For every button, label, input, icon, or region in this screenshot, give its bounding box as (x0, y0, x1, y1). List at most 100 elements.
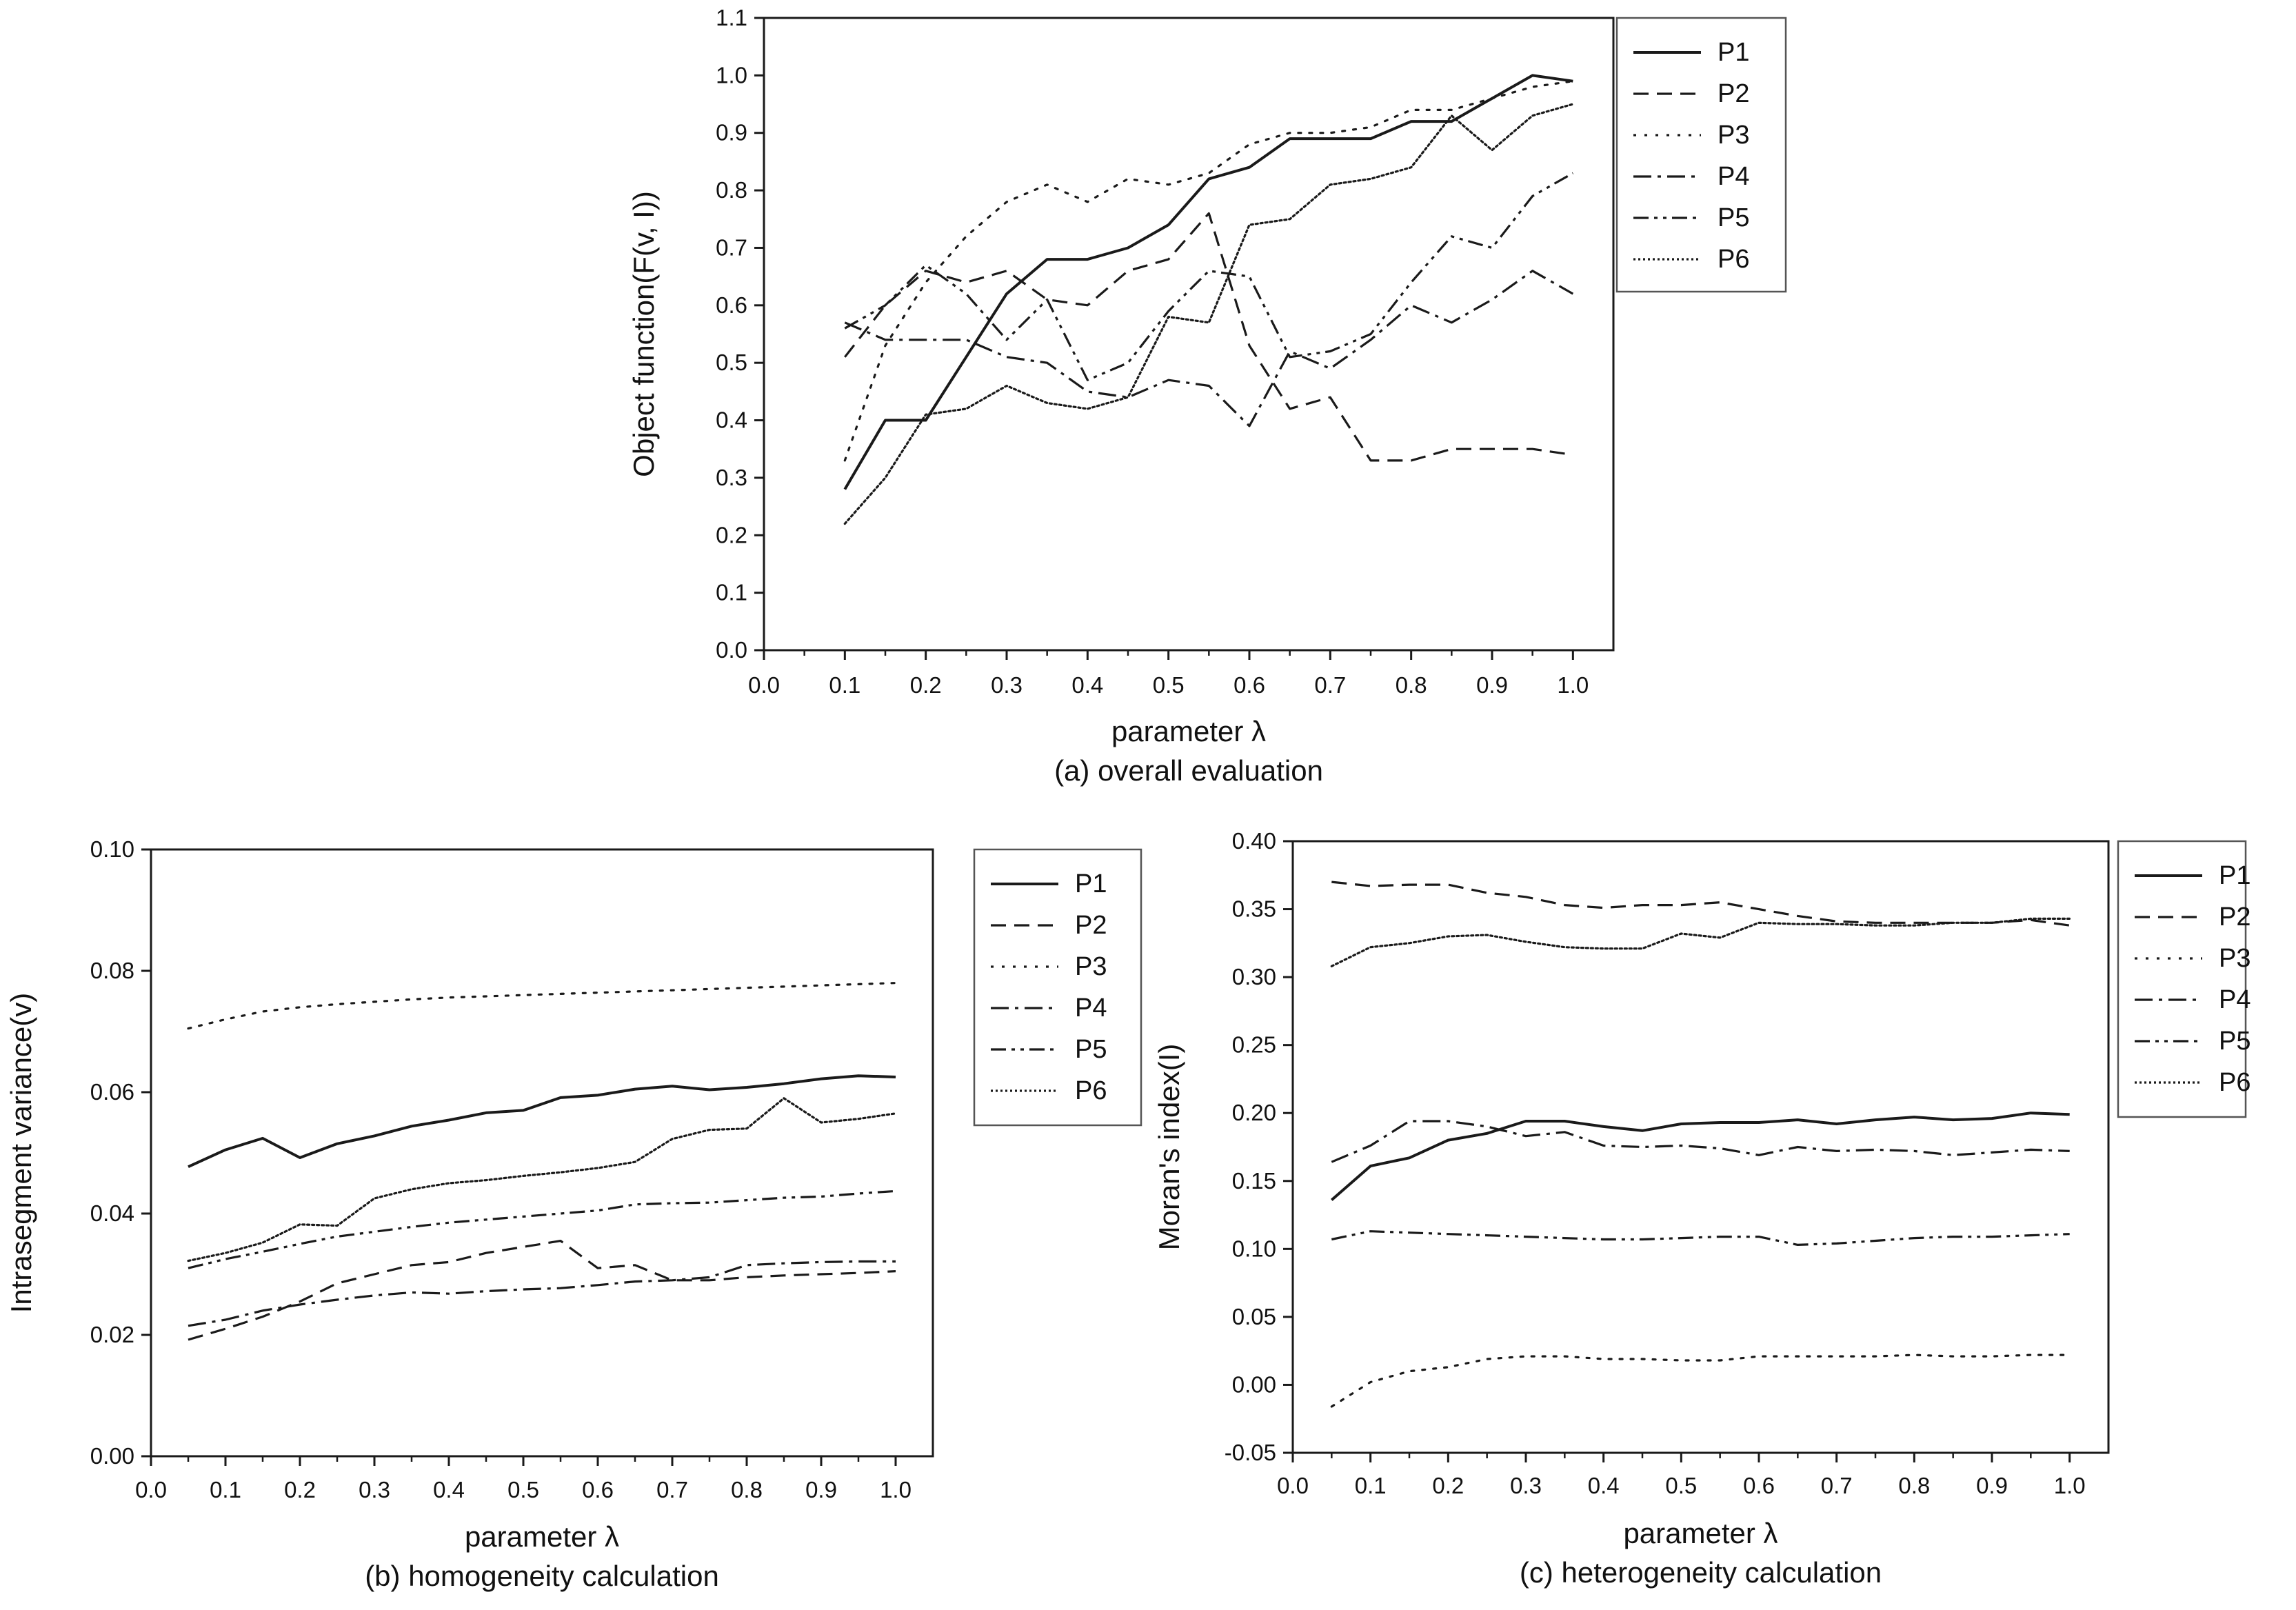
legend-box-c (2117, 840, 2247, 1118)
x-tick-label-a-7: 0.7 (1314, 672, 1346, 698)
legend-label-a-P6: P6 (1718, 245, 1749, 274)
x-tick-label-c-6: 0.6 (1743, 1473, 1775, 1498)
y-tick-label-a-6: 0.6 (716, 292, 747, 318)
series-line-a-P2 (844, 212, 1573, 462)
x-tick-label-a-0: 0.0 (748, 672, 780, 698)
legend-c: P1 P2 P3 P4 P5 P6 (2117, 840, 2250, 1118)
series-line-c-P3 (1330, 1354, 2071, 1408)
series-line-b-P4 (188, 1260, 896, 1327)
chart-panel-a: 0.0 0.1 0.2 0.3 0.4 0.5 0.6 0.7 0.8 0.9 1.0 0.0 0.1 0… (627, 5, 1787, 787)
legend-b: P1 P2 P3 P4 P5 P6 (973, 848, 1142, 1127)
y-tick-label-c-6: 0.25 (1232, 1032, 1276, 1058)
x-tick-label-a-5: 0.5 (1153, 672, 1185, 698)
x-tick-label-b-6: 0.6 (582, 1477, 614, 1502)
y-tick-label-c-7: 0.30 (1232, 964, 1276, 989)
x-tick-label-c-7: 0.7 (1821, 1473, 1853, 1498)
y-tick-label-a-7: 0.7 (716, 234, 747, 260)
chart-panel-b: 0.0 0.1 0.2 0.3 0.4 0.5 0.6 0.7 0.8 0.9 1.0 0.00 0.0… (5, 836, 1142, 1592)
x-tick-label-c-9: 0.9 (1976, 1473, 2008, 1498)
y-axis-label-b: Intrasegment variance(v) (5, 993, 37, 1314)
series-line-b-P2 (188, 1239, 896, 1341)
x-tick-label-a-8: 0.8 (1396, 672, 1427, 698)
series-line-b-P6 (187, 1097, 897, 1262)
series-line-c-P6 (1330, 917, 2071, 967)
x-tick-label-a-3: 0.3 (991, 672, 1023, 698)
plot-frame-c (1291, 840, 2110, 1454)
y-tick-label-a-5: 0.5 (716, 350, 747, 375)
x-tick-label-b-10: 1.0 (880, 1477, 912, 1502)
x-tick-label-b-3: 0.3 (359, 1477, 390, 1502)
y-tick-label-c-1: 0.00 (1232, 1371, 1276, 1397)
x-tick-label-a-9: 0.9 (1476, 672, 1508, 698)
y-tick-label-a-10: 1.0 (716, 62, 747, 88)
legend-label-c-P3: P3 (2219, 944, 2250, 973)
y-tick-label-b-1: 0.02 (90, 1322, 134, 1347)
x-tick-label-c-5: 0.5 (1665, 1473, 1697, 1498)
y-tick-label-b-3: 0.06 (90, 1079, 134, 1105)
y-tick-label-b-4: 0.08 (90, 958, 134, 983)
series-line-a-P6 (843, 103, 1574, 525)
series-line-a-P3 (843, 80, 1574, 462)
legend-label-a-P3: P3 (1718, 121, 1749, 150)
x-tick-label-c-4: 0.4 (1588, 1473, 1620, 1498)
y-tick-label-c-9: 0.40 (1232, 828, 1276, 854)
x-tick-label-b-9: 0.9 (805, 1477, 837, 1502)
legend-label-c-P4: P4 (2219, 985, 2250, 1014)
y-tick-label-a-11: 1.1 (716, 5, 747, 30)
y-tick-label-c-3: 0.10 (1232, 1236, 1276, 1261)
y-tick-label-a-3: 0.3 (716, 465, 747, 490)
x-tick-label-c-10: 1.0 (2054, 1473, 2086, 1498)
legend-label-c-P2: P2 (2219, 903, 2250, 932)
legend-label-a-P2: P2 (1718, 79, 1749, 108)
x-tick-label-b-0: 0.0 (135, 1477, 167, 1502)
legend-label-b-P3: P3 (1075, 952, 1107, 981)
y-tick-label-b-5: 0.10 (90, 836, 134, 862)
legend-box-a (1615, 17, 1787, 293)
panel-caption-c: (c) heterogeneity calculation (1520, 1556, 1882, 1589)
x-tick-label-b-2: 0.2 (284, 1477, 316, 1502)
y-tick-label-a-4: 0.4 (716, 407, 747, 433)
y-tick-label-a-0: 0.0 (716, 637, 747, 663)
legend-label-a-P5: P5 (1718, 203, 1749, 232)
series-line-a-P5 (844, 172, 1574, 381)
x-tick-label-c-1: 0.1 (1355, 1473, 1387, 1498)
x-tick-label-a-10: 1.0 (1557, 672, 1589, 698)
legend-label-b-P1: P1 (1075, 869, 1107, 898)
legend-box-b (973, 848, 1142, 1127)
x-tick-label-a-1: 0.1 (829, 672, 860, 698)
y-axis-label-c: Moran's index(I) (1153, 1044, 1185, 1251)
series-line-a-P4 (844, 270, 1574, 427)
series-line-c-P1 (1330, 1111, 2070, 1201)
series-line-c-P5 (1331, 1230, 2070, 1247)
y-tick-label-c-4: 0.15 (1232, 1168, 1276, 1194)
series-line-c-P2 (1331, 881, 2070, 927)
x-axis-label-a: parameter λ (1111, 715, 1266, 747)
y-tick-label-a-8: 0.8 (716, 177, 747, 203)
x-axis-label-b: parameter λ (465, 1520, 619, 1553)
y-tick-label-c-5: 0.20 (1232, 1100, 1276, 1125)
legend-label-c-P6: P6 (2219, 1068, 2250, 1097)
y-tick-label-a-2: 0.2 (716, 522, 747, 547)
legend-label-b-P4: P4 (1075, 994, 1107, 1023)
legend-label-c-P1: P1 (2219, 861, 2250, 890)
x-tick-label-a-4: 0.4 (1071, 672, 1103, 698)
legend-label-c-P5: P5 (2219, 1027, 2250, 1056)
plot-frame-b (150, 848, 934, 1458)
x-tick-label-c-0: 0.0 (1277, 1473, 1309, 1498)
y-tick-label-c-2: 0.05 (1232, 1304, 1276, 1329)
plot-frame-a (763, 17, 1615, 652)
x-tick-label-c-2: 0.2 (1432, 1473, 1464, 1498)
series-line-b-P5 (188, 1189, 896, 1269)
y-axis-label-a: Object function(F(v, I)) (627, 191, 660, 477)
legend-label-b-P2: P2 (1075, 911, 1107, 940)
legend-label-b-P6: P6 (1075, 1076, 1107, 1105)
y-tick-label-b-2: 0.04 (90, 1200, 134, 1226)
panel-caption-b: (b) homogeneity calculation (365, 1560, 719, 1592)
x-tick-label-a-2: 0.2 (910, 672, 942, 698)
legend-a: P1 P2 P3 P4 P5 P6 (1615, 17, 1787, 293)
legend-label-a-P1: P1 (1718, 38, 1749, 67)
x-tick-label-b-7: 0.7 (656, 1477, 688, 1502)
legend-label-a-P4: P4 (1718, 162, 1749, 191)
x-tick-label-c-8: 0.8 (1898, 1473, 1930, 1498)
